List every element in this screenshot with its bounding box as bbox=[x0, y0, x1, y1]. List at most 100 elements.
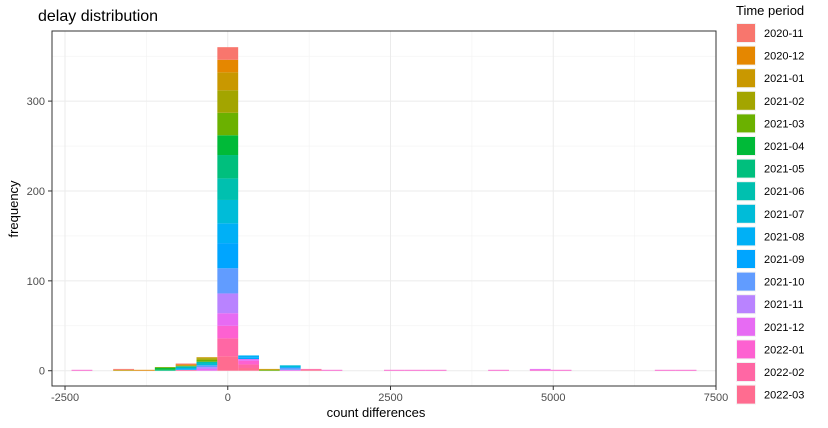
x-tick-label: 5000 bbox=[541, 392, 565, 404]
bar-segment bbox=[238, 355, 260, 358]
x-axis-title: count differences bbox=[327, 405, 426, 420]
bar-segment bbox=[217, 293, 239, 314]
y-axis-title: frequency bbox=[6, 180, 21, 238]
bar-segment bbox=[384, 369, 405, 371]
bar-segment bbox=[175, 369, 197, 371]
legend-label: 2021-06 bbox=[764, 186, 804, 198]
legend-key bbox=[737, 340, 755, 359]
x-tick-label: 2500 bbox=[378, 392, 402, 404]
plot-area bbox=[51, 30, 717, 387]
legend-label: 2022-02 bbox=[764, 367, 804, 379]
legend-key bbox=[737, 250, 755, 268]
legend-key bbox=[737, 317, 755, 336]
bar-segment bbox=[654, 369, 676, 371]
bar-segment bbox=[217, 178, 239, 200]
y-tick-label: 300 bbox=[27, 96, 45, 108]
bar-segment bbox=[217, 223, 239, 244]
bar-segment bbox=[175, 368, 197, 370]
legend-label: 2020-11 bbox=[764, 28, 804, 40]
legend-key bbox=[737, 204, 755, 223]
bar-segment bbox=[425, 369, 447, 371]
panel-background bbox=[52, 31, 716, 386]
bar-segment bbox=[217, 59, 239, 73]
legend-label: 2021-02 bbox=[764, 96, 804, 108]
x-tick-label: 7500 bbox=[704, 392, 728, 404]
bar-segment bbox=[175, 363, 197, 365]
legend-label: 2022-03 bbox=[764, 390, 804, 402]
bar-segment bbox=[196, 367, 218, 369]
bar-segment bbox=[217, 199, 239, 224]
y-tick-label: 200 bbox=[27, 186, 45, 198]
bar-segment bbox=[488, 369, 509, 371]
bar-segment bbox=[529, 369, 551, 371]
bar-segment bbox=[550, 369, 572, 371]
legend-key bbox=[737, 182, 755, 201]
y-tick-label: 0 bbox=[39, 366, 45, 378]
bar-segment bbox=[217, 338, 239, 357]
bar-segment bbox=[134, 369, 155, 371]
legend-key bbox=[737, 295, 755, 314]
bar-segment bbox=[217, 112, 239, 136]
legend-key bbox=[737, 272, 755, 291]
bar-segment bbox=[175, 366, 197, 369]
legend-title: Time period bbox=[736, 3, 804, 18]
bar-segment bbox=[404, 369, 426, 371]
bar-segment bbox=[238, 359, 260, 361]
legend-key bbox=[737, 114, 755, 133]
bar-segment bbox=[279, 368, 301, 370]
bar-segment bbox=[154, 368, 176, 370]
bar-segment bbox=[279, 367, 301, 369]
bar-segment bbox=[113, 368, 135, 370]
legend-key bbox=[737, 24, 755, 42]
legend-key bbox=[737, 46, 755, 65]
bar-segment bbox=[196, 358, 218, 360]
chart-title: delay distribution bbox=[38, 8, 158, 25]
legend-label: 2022-01 bbox=[764, 344, 804, 356]
bar-segment bbox=[279, 365, 301, 368]
bar-segment bbox=[217, 356, 239, 371]
bar-segment bbox=[217, 135, 239, 156]
legend-label: 2021-05 bbox=[764, 164, 804, 176]
bar-segment bbox=[300, 369, 322, 371]
legend-key bbox=[737, 91, 755, 110]
bar-segment bbox=[196, 368, 218, 371]
bar-segment bbox=[71, 369, 93, 371]
bar-segment bbox=[154, 367, 176, 369]
bar-segment bbox=[217, 268, 239, 294]
legend-key bbox=[737, 385, 755, 404]
bar-segment bbox=[217, 243, 239, 269]
legend-label: 2021-12 bbox=[764, 322, 804, 334]
bar-segment bbox=[217, 155, 239, 179]
bar-segment bbox=[196, 363, 218, 366]
bar-segment bbox=[154, 369, 176, 371]
legend-label: 2021-01 bbox=[764, 73, 804, 85]
bar-segment bbox=[238, 360, 260, 365]
bar-segment bbox=[238, 357, 260, 360]
bar-segment bbox=[238, 368, 260, 371]
panel-border bbox=[51, 30, 717, 387]
legend-key bbox=[737, 227, 755, 246]
bar-segment bbox=[259, 368, 280, 370]
legend-label: 2020-12 bbox=[764, 51, 804, 63]
bar-segment bbox=[217, 313, 239, 326]
bar-segment bbox=[238, 364, 260, 369]
bar-segment bbox=[196, 359, 218, 362]
bar-segment bbox=[196, 361, 218, 364]
legend-label: 2021-03 bbox=[764, 118, 804, 130]
legend-key bbox=[737, 137, 755, 155]
legend-label: 2021-08 bbox=[764, 231, 804, 243]
legend-label: 2021-10 bbox=[764, 277, 804, 289]
legend-label: 2021-09 bbox=[764, 254, 804, 266]
bar-segment bbox=[113, 369, 135, 371]
bar-segment bbox=[217, 47, 239, 60]
legend-label: 2021-04 bbox=[764, 141, 804, 153]
bar-segment bbox=[196, 365, 218, 368]
x-tick-label: -2500 bbox=[51, 392, 79, 404]
bar-segment bbox=[259, 369, 280, 371]
legend-key bbox=[737, 159, 755, 178]
legend: Time period 2020-11 2020-12 2021-01 2021-02… bbox=[736, 3, 804, 405]
y-tick-label: 100 bbox=[27, 276, 45, 288]
bar-segment bbox=[196, 357, 218, 359]
legend-label: 2021-11 bbox=[764, 299, 804, 311]
